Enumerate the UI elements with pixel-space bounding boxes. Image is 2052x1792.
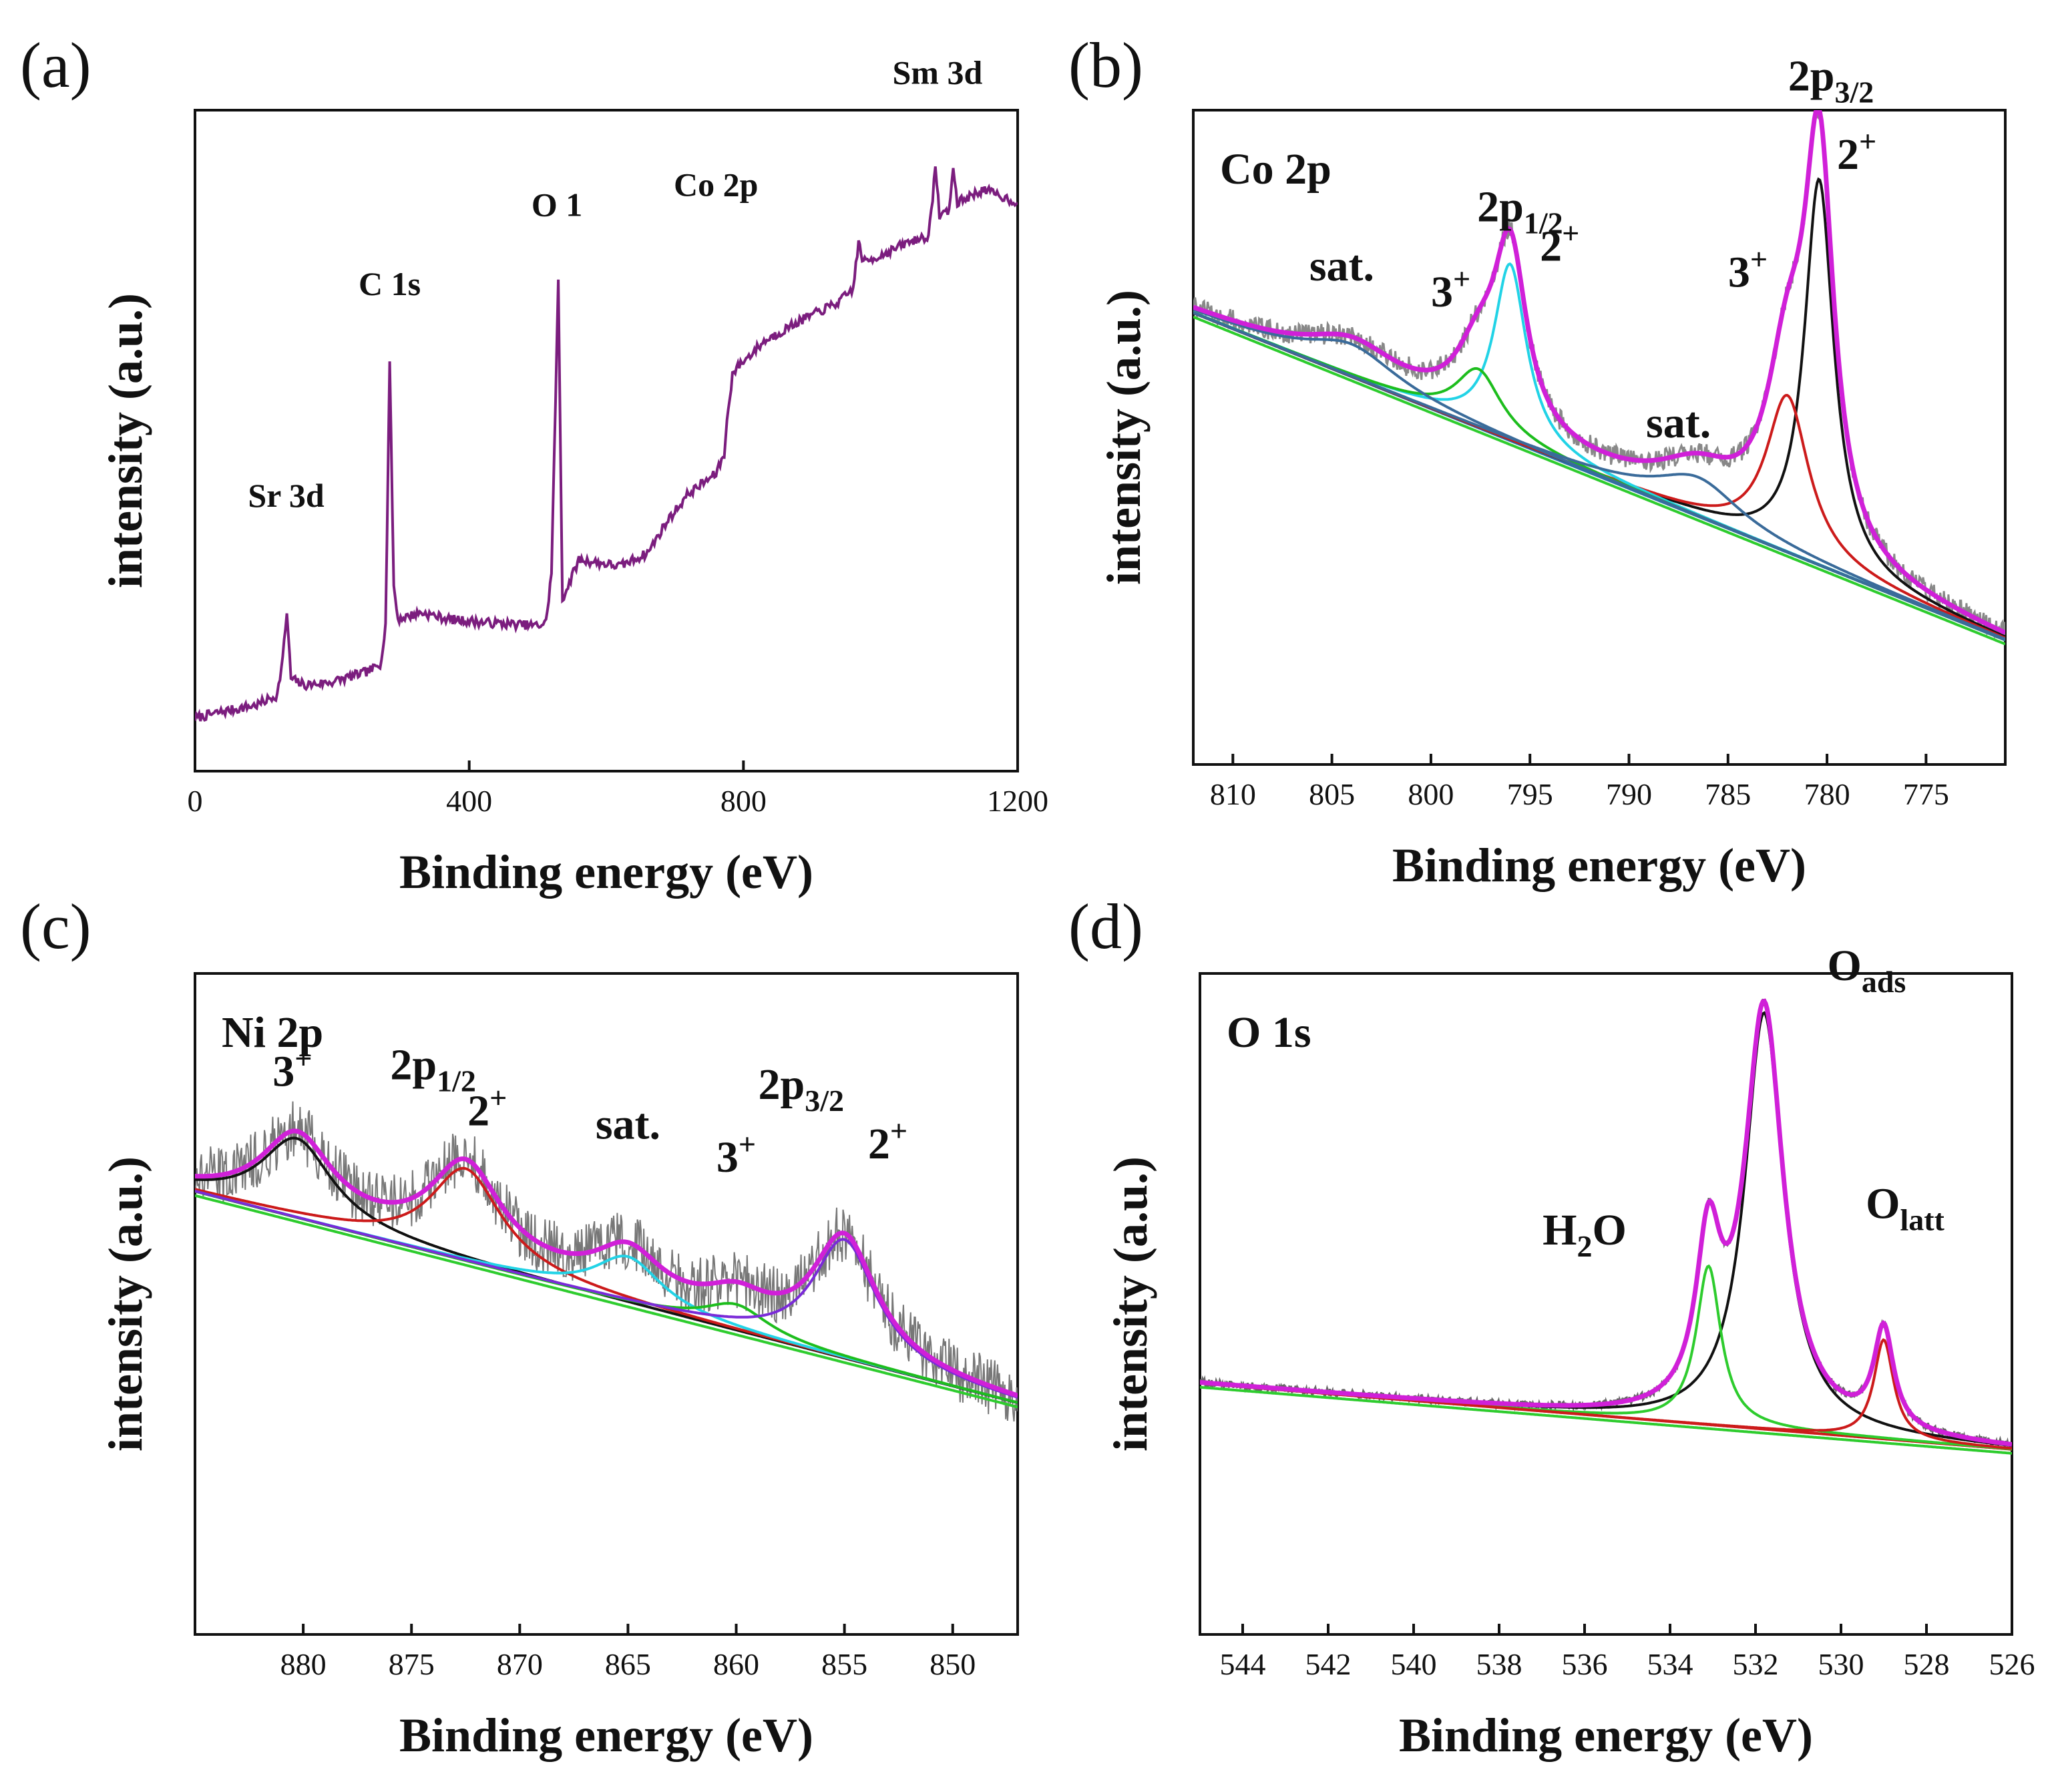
peak-annotation: 2+	[1540, 216, 1579, 270]
x-tick-label: 536	[1562, 1647, 1608, 1681]
peak-label: Co 2p	[674, 166, 758, 204]
peak-annotation: Olatt	[1866, 1179, 1944, 1237]
baseline-series	[1200, 1385, 2012, 1455]
component-peak-5	[1193, 308, 2005, 642]
x-tick-label: 780	[1804, 777, 1850, 811]
x-tick-label: 532	[1733, 1647, 1779, 1681]
baseline-series	[195, 1194, 1018, 1409]
plot-area	[1193, 110, 2005, 646]
peak-annotation: 3+	[1431, 262, 1470, 316]
peak-annotation: 2p3/2	[1788, 52, 1874, 109]
x-tick-label: 528	[1904, 1647, 1950, 1681]
peak-annotation: Oads	[1827, 941, 1906, 999]
panel-title: Co 2p	[1220, 145, 1331, 194]
x-tick-label: 540	[1391, 1647, 1437, 1681]
x-tick-label: 855	[821, 1647, 867, 1681]
x-tick-label: 526	[1989, 1647, 2035, 1681]
x-tick-label: 542	[1305, 1647, 1352, 1681]
peak-annotation: H2O	[1543, 1206, 1627, 1263]
x-tick-label: 810	[1210, 777, 1256, 811]
peak-annotation: 2p1/2	[390, 1040, 476, 1098]
envelope-series	[1200, 998, 2012, 1447]
panel-3: (d) 544 542 540 538 536 534 532 530 528 526 Binding…	[1068, 891, 2035, 1762]
peak-label: Sr 3d	[248, 477, 325, 514]
x-tick-label: 534	[1647, 1647, 1693, 1681]
y-axis-label: intensity (a.u.)	[99, 293, 152, 588]
panel-label: (c)	[20, 891, 91, 962]
x-tick-label: 790	[1606, 777, 1652, 811]
plot-area	[1200, 998, 2012, 1455]
x-tick-label: 400	[446, 784, 492, 818]
panel-label: (d)	[1068, 891, 1143, 962]
plot-area	[195, 166, 1018, 722]
x-tick-label: 875	[389, 1647, 435, 1681]
x-tick-label: 1200	[987, 784, 1048, 818]
x-tick-label: 795	[1507, 777, 1553, 811]
plot-frame	[1192, 109, 2007, 766]
peak-annotation: 3+	[272, 1041, 312, 1096]
panel-1: (b) 810 805 800 795 790 785 780 775 Binding energ…	[1068, 29, 2007, 892]
x-tick-label: 850	[930, 1647, 976, 1681]
x-axis-label: Binding energy (eV)	[399, 1709, 813, 1762]
peak-label: Sm 3d	[892, 53, 982, 91]
x-tick-label: 775	[1903, 777, 1949, 811]
x-tick-label: 538	[1476, 1647, 1522, 1681]
peak-annotation: 2p3/2	[759, 1060, 845, 1118]
x-tick-label: 544	[1220, 1647, 1266, 1681]
peak-annotation: sat.	[596, 1100, 660, 1149]
component-peak-1	[195, 1166, 1018, 1404]
plot-area	[195, 1101, 1018, 1422]
x-axis-label: Binding energy (eV)	[1399, 1709, 1813, 1762]
panel-title: O 1s	[1227, 1008, 1311, 1057]
raw-data-series	[195, 1101, 1018, 1422]
peak-annotation: sat.	[1646, 399, 1711, 447]
peak-annotation: 2+	[467, 1081, 507, 1136]
baseline-series	[1193, 315, 2005, 646]
peak-annotation: 3+	[1728, 242, 1768, 297]
panel-0: (a) 0 400 800 1200 Binding energy (eV) intensi…	[20, 29, 1048, 899]
y-axis-label: intensity (a.u.)	[1097, 290, 1151, 585]
peak-annotation: 2p1/2	[1477, 183, 1563, 240]
x-tick-label: 865	[605, 1647, 651, 1681]
peak-label: C 1s	[359, 265, 421, 302]
x-tick-label: 800	[1408, 777, 1454, 811]
envelope-series	[1193, 110, 2005, 635]
x-tick-label: 800	[721, 784, 767, 818]
x-tick-label: 805	[1309, 777, 1355, 811]
peak-annotation: 3+	[716, 1127, 756, 1182]
plot-frame	[194, 109, 1019, 772]
x-axis-label: Binding energy (eV)	[399, 845, 813, 899]
survey-series	[195, 166, 1018, 722]
panel-label: (b)	[1068, 29, 1143, 101]
x-tick-label: 870	[497, 1647, 543, 1681]
plot-frame	[194, 972, 1019, 1636]
panel-title: Ni 2p	[222, 1008, 323, 1057]
peak-annotation: 2+	[1837, 124, 1876, 179]
peak-label: O 1	[532, 186, 582, 223]
peak-annotation: 2+	[868, 1114, 907, 1168]
x-tick-label: 530	[1818, 1647, 1864, 1681]
component-peak-4	[1193, 311, 2005, 641]
x-axis-label: Binding energy (eV)	[1392, 839, 1806, 892]
y-axis-label: intensity (a.u.)	[99, 1156, 152, 1451]
x-tick-label: 785	[1705, 777, 1751, 811]
component-peak-4	[195, 1190, 1018, 1399]
panel-2: (c) 880 875 870 865 860 855 850 Binding energy (…	[20, 891, 1019, 1762]
peak-annotation: sat.	[1309, 242, 1374, 290]
envelope-series	[195, 1128, 1018, 1398]
panel-label: (a)	[20, 29, 91, 101]
plot-frame	[1199, 972, 2013, 1636]
x-tick-label: 880	[280, 1647, 327, 1681]
x-tick-label: 0	[188, 784, 203, 818]
x-tick-label: 860	[713, 1647, 759, 1681]
y-axis-label: intensity (a.u.)	[1104, 1156, 1157, 1451]
